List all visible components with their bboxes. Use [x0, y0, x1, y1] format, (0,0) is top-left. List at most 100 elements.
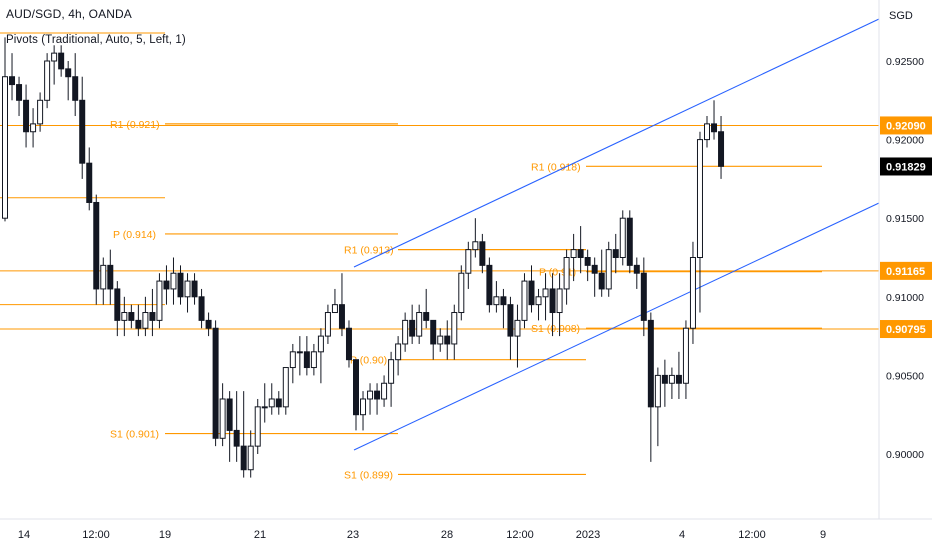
- candle: [107, 249, 114, 305]
- candle-body-bull: [254, 406, 261, 447]
- indicator-legend[interactable]: Pivots (Traditional, Auto, 5, Left, 1): [6, 34, 186, 46]
- candle-body-bull: [696, 139, 703, 259]
- candle: [9, 53, 16, 101]
- candle: [416, 304, 423, 344]
- candle-body-bull: [458, 272, 465, 314]
- candle: [177, 265, 184, 305]
- price-badge-bg: [880, 320, 932, 339]
- candle-body-bear: [275, 398, 282, 408]
- candle-body-bear: [128, 312, 135, 321]
- candle-body-bull: [619, 217, 626, 258]
- time-axis-tick-label: 21: [254, 529, 266, 541]
- candle: [30, 108, 37, 148]
- candle: [626, 210, 633, 274]
- candle: [458, 265, 465, 321]
- candle: [465, 241, 472, 289]
- candle: [261, 383, 268, 423]
- candle-body-bull: [689, 257, 696, 329]
- candle-body-bull: [416, 312, 423, 337]
- candle-body-bear: [711, 123, 718, 133]
- candle-body-bull: [310, 351, 317, 369]
- candle: [79, 76, 86, 179]
- candle: [317, 328, 324, 384]
- candle-body-bear: [577, 249, 584, 258]
- candle: [247, 430, 254, 478]
- candle-body-bull: [704, 123, 710, 141]
- candle-body-bull: [668, 374, 675, 384]
- price-axis-tick-label: 0.91000: [886, 292, 924, 304]
- candle: [254, 398, 261, 454]
- candle: [556, 273, 563, 337]
- candle: [121, 296, 128, 337]
- candle-body-bear: [353, 359, 359, 416]
- candle-body-bear: [423, 312, 430, 321]
- candles-layer: [2, 37, 725, 478]
- price-badge: 0.91829: [880, 157, 932, 176]
- candle-body-bull: [282, 367, 289, 408]
- pivot-level-label: R1 (0.921): [110, 119, 160, 131]
- candle: [338, 273, 345, 337]
- candle: [619, 210, 626, 266]
- candle: [486, 257, 493, 313]
- candle-body-bull: [268, 398, 275, 408]
- candle-body-bull: [493, 296, 500, 306]
- pivot-level-label: R1 (0.913): [344, 245, 394, 257]
- time-axis-tick-label: 12:00: [82, 529, 110, 541]
- candle-body-bear: [647, 319, 654, 408]
- price-axis-currency[interactable]: SGD: [889, 10, 913, 22]
- candle-body-bear: [303, 351, 310, 369]
- candle-body-bear: [661, 374, 668, 384]
- candle-body-bull: [142, 312, 149, 329]
- candle-body-bear: [598, 272, 605, 290]
- candle: [437, 328, 444, 352]
- candle-body-bear: [338, 304, 345, 329]
- chart-title[interactable]: AUD/SGD, 4h, OANDA: [6, 7, 132, 21]
- candle: [381, 375, 388, 407]
- candle-body-bear: [430, 319, 437, 345]
- candle: [704, 116, 710, 148]
- candle: [65, 61, 72, 101]
- candle: [388, 351, 395, 407]
- candle: [156, 273, 163, 329]
- candle: [16, 76, 23, 117]
- candle-body-bear: [198, 296, 205, 321]
- candle-body-bear: [675, 374, 682, 384]
- price-badge-bg: [880, 157, 932, 176]
- candle-body-bear: [640, 272, 647, 321]
- candle: [528, 265, 535, 313]
- price-badge-label: 0.92090: [886, 120, 926, 132]
- candle-body-bear: [9, 76, 16, 86]
- candle-body-bear: [226, 398, 233, 431]
- candle-body-bear: [16, 84, 23, 101]
- price-axis-tick-label: 0.90500: [886, 370, 924, 382]
- candle-body-bull: [402, 319, 409, 345]
- candle-body-bull: [360, 398, 367, 416]
- price-badge-label: 0.91829: [886, 161, 926, 173]
- candle: [268, 383, 275, 415]
- time-axis-tick-label: 12:00: [738, 529, 766, 541]
- candle: [331, 288, 338, 314]
- candle: [661, 359, 668, 407]
- candle-body-bull: [570, 249, 577, 258]
- channel-lines-layer[interactable]: [353, 18, 880, 451]
- candle: [507, 296, 514, 360]
- candle-body-bull: [324, 312, 331, 337]
- candle: [711, 100, 718, 140]
- candle: [451, 304, 458, 360]
- candle: [51, 45, 58, 85]
- candle: [535, 288, 542, 321]
- candle: [345, 320, 352, 368]
- candle: [135, 304, 142, 337]
- candle: [598, 249, 605, 297]
- candle-body-bear: [58, 52, 65, 70]
- candle: [198, 288, 205, 329]
- price-axis-tick-label: 0.92500: [886, 56, 924, 68]
- candle: [472, 218, 479, 258]
- candle-body-bull: [395, 343, 402, 361]
- candle: [696, 131, 703, 313]
- candle-body-bear: [409, 319, 416, 337]
- candle: [423, 288, 430, 329]
- candle-body-bull: [317, 335, 324, 353]
- time-axis-tick-label: 28: [441, 529, 453, 541]
